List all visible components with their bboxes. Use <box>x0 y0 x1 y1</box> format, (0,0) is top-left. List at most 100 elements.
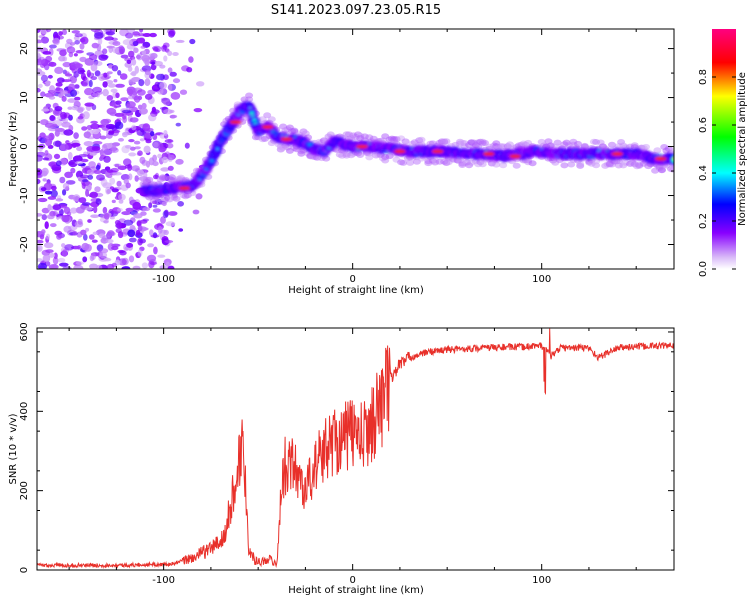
spectrogram-noise-cell <box>90 123 100 130</box>
spectrogram-halo-cell <box>669 166 674 173</box>
spectrogram-noise-cell <box>122 131 128 138</box>
spectrogram-noise-cell <box>126 242 134 248</box>
spectrogram-noise-cell <box>152 208 161 213</box>
spectrogram-noise-cell <box>145 140 152 144</box>
spectrogram-noise-cell <box>52 123 58 128</box>
spectrogram-noise-cell <box>141 262 148 269</box>
spectrogram-halo-cell <box>399 159 408 166</box>
spectrogram-noise-cell <box>77 115 84 120</box>
spectrogram-noise-cell <box>165 261 170 267</box>
spectrogram-noise-cell <box>121 211 132 216</box>
spectrogram-noise-cell <box>161 156 169 164</box>
spectrogram-noise-cell <box>175 39 185 43</box>
spectrogram-noise-cell <box>52 256 59 265</box>
spectrogram-noise-cell <box>39 234 45 240</box>
spectrogram-noise-cell <box>44 221 49 230</box>
spectrogram-noise-cell <box>59 176 66 184</box>
spectrogram-halo-cell <box>322 155 331 162</box>
spectrogram-noise-cell <box>57 257 66 263</box>
spectrogram-halo-cell <box>442 138 451 145</box>
spectrogram-noise-cell <box>168 30 175 38</box>
colorbar-tick-label: 0.6 <box>698 117 709 133</box>
spectrogram-halo-cell <box>478 161 487 168</box>
spectrogram-noise-cell <box>167 139 172 143</box>
spectrogram-noise-cell <box>128 255 135 263</box>
spectrogram-noise-cell <box>109 125 115 130</box>
colorbar-tick-label: 0.4 <box>698 165 709 181</box>
spectrogram-noise-cell <box>116 180 122 187</box>
spectrogram-noise-cell <box>88 161 96 169</box>
spectrogram-marks <box>37 29 674 269</box>
spectrogram-halo-cell <box>356 152 365 158</box>
spectrogram-noise-cell <box>81 126 88 131</box>
spectrogram-noise-cell <box>37 258 43 262</box>
spectrogram-halo-cell <box>642 143 650 150</box>
spectrogram-noise-cell <box>66 46 76 54</box>
spectrogram-noise-cell <box>51 185 57 191</box>
spectrogram-noise-cell <box>89 191 99 198</box>
spectrogram-noise-cell <box>147 89 156 95</box>
spectrogram-noise-cell <box>37 87 41 93</box>
spectrogram-noise-cell <box>106 71 113 75</box>
spectrogram-noise-cell <box>44 242 54 249</box>
spectrogram-noise-cell <box>59 262 69 267</box>
spectrogram-noise-cell <box>60 90 69 95</box>
spectrogram-noise-cell <box>139 29 144 33</box>
spectrogram-noise-cell <box>78 154 89 158</box>
spectrogram-noise-cell <box>152 46 159 52</box>
spectrogram-noise-cell <box>120 54 129 59</box>
spectrogram-noise-cell <box>134 175 139 182</box>
spectrogram-noise-cell <box>142 207 151 212</box>
spectrogram-noise-cell <box>132 31 141 36</box>
spectrogram-hotspot <box>431 149 444 154</box>
spectrogram-noise-cell <box>90 120 98 124</box>
spectrogram-noise-cell <box>163 130 168 136</box>
spectrogram-noise-cell <box>87 219 92 223</box>
spectrogram-halo-cell <box>546 142 555 149</box>
spectrogram-noise-cell <box>106 95 114 101</box>
spectrogram-noise-cell <box>167 50 173 56</box>
spectrogram-noise-cell <box>128 173 133 181</box>
snr-xtick-label: 0 <box>349 575 355 586</box>
spectrogram-noise-cell <box>77 218 83 225</box>
spectrogram-noise-cell <box>148 202 153 209</box>
colorbar-ticks: 0.0 0.2 0.4 0.6 0.8 <box>698 69 736 277</box>
spectrogram-noise-cell <box>139 138 145 142</box>
spectrogram-noise-cell <box>88 79 93 88</box>
spectrogram-noise-cell <box>55 160 62 167</box>
spectrogram-noise-cell <box>117 208 123 212</box>
spectrogram-noise-cell <box>103 220 109 224</box>
spectrogram-noise-cell <box>37 29 41 33</box>
spectrogram-noise-cell <box>84 244 92 252</box>
spectrogram-noise-cell <box>37 39 43 44</box>
spectrogram-noise-cell <box>163 100 170 106</box>
spectrogram-noise-cell <box>149 229 154 236</box>
spectrogram-noise-cell <box>52 204 62 211</box>
spectrogram-noise-cell <box>131 77 141 82</box>
spectrogram-noise-cell <box>136 128 145 136</box>
snr-ylabel: SNR (10 * v/v) <box>8 413 19 484</box>
spectrogram-noise-cell <box>107 143 113 149</box>
spectrogram-noise-cell <box>111 65 119 72</box>
spectrogram-halo-cell <box>263 112 272 119</box>
spectrogram-noise-cell <box>79 69 86 73</box>
spectrogram-noise-cell <box>127 229 136 238</box>
spectrogram-noise-cell <box>92 141 103 145</box>
spectrogram-noise-cell <box>46 214 55 220</box>
spectrogram-noise-cell <box>118 138 124 142</box>
spectrogram-noise-cell <box>162 210 169 219</box>
spectrogram-noise-cell <box>157 153 162 159</box>
spectrogram-halo-cell <box>385 153 394 160</box>
spectrogram-halo-cell <box>381 157 390 164</box>
spectrogram-noise-cell <box>175 122 181 127</box>
spectrogram-noise-cell <box>108 46 113 53</box>
chart-title: S141.2023.097.23.05.R15 <box>271 3 441 18</box>
spectrogram-noise-cell <box>111 199 116 204</box>
spectrogram-noise-cell <box>75 160 84 165</box>
snr-ytick-label: 0 <box>19 567 30 573</box>
spectrogram-ylabel: Frequency (Hz) <box>8 111 19 187</box>
spectrogram-noise-cell <box>75 206 85 214</box>
spectrogram-noise-cell <box>125 182 131 189</box>
spectrogram-noise-cell <box>84 102 95 107</box>
spectrogram-noise-cell <box>41 170 48 177</box>
